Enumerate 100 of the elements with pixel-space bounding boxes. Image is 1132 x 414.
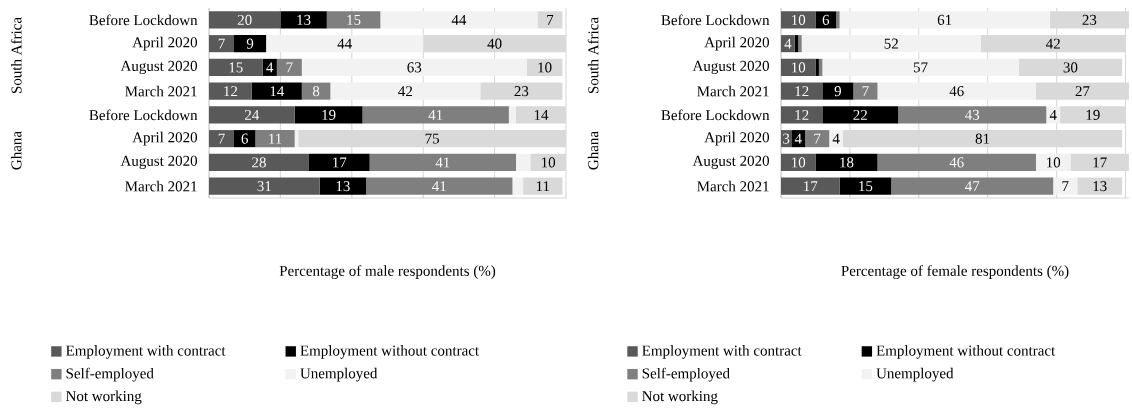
text: South Africa xyxy=(10,17,22,94)
legend-label: Not working xyxy=(642,390,718,405)
data-label: 17 xyxy=(1093,157,1107,168)
y-tick-label: April 2020 xyxy=(704,131,770,146)
data-label: 27 xyxy=(1075,86,1090,97)
y-tick-label: April 2020 xyxy=(704,36,770,51)
data-label: 42 xyxy=(398,86,413,97)
data-label: 40 xyxy=(487,38,502,49)
data-label: 10 xyxy=(1047,157,1061,168)
data-label: 44 xyxy=(337,38,352,49)
data-label: 4 xyxy=(832,133,840,144)
data-label: 10 xyxy=(538,62,552,73)
data-label: 52 xyxy=(884,38,898,49)
data-label: 41 xyxy=(432,181,446,192)
data-label: 11 xyxy=(536,181,550,192)
y-tick-label: August 2020 xyxy=(120,60,198,74)
data-label: 9 xyxy=(834,86,841,97)
data-label: 11 xyxy=(269,133,282,144)
legend-label: Employment with contract xyxy=(66,345,226,359)
data-label: 13 xyxy=(336,181,350,192)
data-label: 24 xyxy=(245,109,260,120)
data-label: 19 xyxy=(1086,109,1100,120)
data-label: 23 xyxy=(1082,14,1097,25)
data-label: 8 xyxy=(312,86,320,97)
legend-label: Unemployed xyxy=(300,367,378,382)
data-label: 23 xyxy=(514,86,529,97)
data-label: 10 xyxy=(792,14,806,25)
data-label: 75 xyxy=(425,133,440,144)
y-tick-label: August 2020 xyxy=(692,60,770,74)
data-label: 4 xyxy=(266,62,274,73)
data-label: 30 xyxy=(1063,62,1078,73)
text: Ghana xyxy=(10,131,22,170)
data-label: 46 xyxy=(949,86,964,97)
x-axis-title: Percentage of female respondents (%) xyxy=(841,265,1069,279)
data-label: 81 xyxy=(975,133,990,144)
data-label: 31 xyxy=(257,181,271,192)
y-tick-label: March 2021 xyxy=(697,85,769,97)
legend-label: Self-employed xyxy=(642,367,730,382)
data-label: 42 xyxy=(1045,38,1060,49)
data-label: 4 xyxy=(794,133,802,144)
data-label: 61 xyxy=(937,14,952,25)
data-label: 15 xyxy=(229,62,243,73)
data-label: 14 xyxy=(534,109,549,120)
legend-label: Not working xyxy=(66,390,142,405)
data-label: 41 xyxy=(435,157,450,168)
data-label: 19 xyxy=(322,109,336,120)
data-label: 12 xyxy=(224,86,238,97)
data-label: 6 xyxy=(241,133,249,144)
y-tick-label: March 2021 xyxy=(697,180,769,192)
data-label: 7 xyxy=(286,62,293,73)
data-label: 17 xyxy=(804,181,818,192)
data-label: 20 xyxy=(237,14,252,25)
y-tick-label: August 2020 xyxy=(120,155,198,169)
data-label: 44 xyxy=(451,14,467,25)
y-tick-label: March 2021 xyxy=(125,85,197,97)
data-label: 46 xyxy=(949,157,964,168)
y-tick-label: April 2020 xyxy=(132,131,198,146)
data-label: 47 xyxy=(965,181,980,192)
data-label: 7 xyxy=(218,133,225,144)
data-label: 14 xyxy=(270,86,285,97)
data-label: 13 xyxy=(1093,181,1107,192)
x-axis-title: Percentage of male respondents (%) xyxy=(279,265,496,279)
y-tick-label: August 2020 xyxy=(692,155,770,169)
data-label: 7 xyxy=(1062,181,1069,192)
data-label: 7 xyxy=(862,86,869,97)
data-label: 9 xyxy=(246,38,254,49)
data-label: 63 xyxy=(407,62,422,73)
legend-label: Self-employed xyxy=(66,367,154,382)
data-label: 4 xyxy=(1049,109,1057,120)
legend-label: Employment without contract xyxy=(300,345,479,359)
data-label: 10 xyxy=(792,157,806,168)
y-tick-label: Before Lockdown xyxy=(89,109,198,121)
data-label: 18 xyxy=(840,157,854,168)
data-label: 12 xyxy=(795,86,809,97)
data-label: 7 xyxy=(218,38,225,49)
text: Ghana xyxy=(587,131,599,170)
data-label: 22 xyxy=(853,109,867,120)
data-label: 15 xyxy=(859,181,873,192)
data-label: 15 xyxy=(347,14,361,25)
y-tick-label: Before Lockdown xyxy=(89,14,198,26)
y-tick-label: Before Lockdown xyxy=(661,14,770,26)
data-label: 7 xyxy=(814,133,821,144)
legend-label: Employment with contract xyxy=(642,345,802,359)
data-label: 3 xyxy=(783,133,790,144)
data-label: 57 xyxy=(913,62,928,73)
data-label: 28 xyxy=(252,157,266,168)
data-label: 7 xyxy=(547,14,554,25)
data-label: 10 xyxy=(792,62,806,73)
data-label: 41 xyxy=(428,109,443,120)
data-label: 12 xyxy=(795,109,809,120)
data-label: 43 xyxy=(965,109,980,120)
data-label: 10 xyxy=(541,157,556,168)
text: South Africa xyxy=(587,17,599,94)
y-tick-label: March 2021 xyxy=(125,180,197,192)
y-tick-label: Before Lockdown xyxy=(661,109,770,121)
data-label: 17 xyxy=(333,157,347,168)
data-label: 6 xyxy=(822,14,830,25)
data-label: 4 xyxy=(784,38,792,49)
y-tick-label: April 2020 xyxy=(132,36,198,51)
legend-label: Unemployed xyxy=(876,367,954,382)
